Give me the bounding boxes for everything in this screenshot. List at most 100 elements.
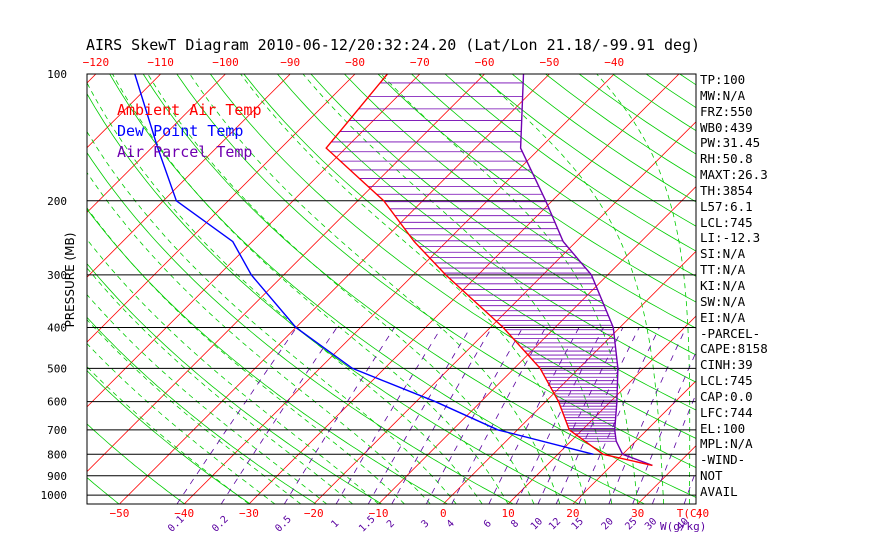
isotherm-line xyxy=(87,74,485,473)
dry-adiabat-line xyxy=(87,152,514,504)
sounding-param: FRZ:550 xyxy=(700,103,753,119)
sounding-param: MW:N/A xyxy=(700,87,746,103)
top-temp-tick-label: −50 xyxy=(539,56,559,69)
moist-adiabat-line xyxy=(189,74,561,504)
pressure-tick-label: 900 xyxy=(47,470,67,483)
bottom-temp-tick-label: −10 xyxy=(369,507,389,520)
moist-adiabat-line xyxy=(87,343,276,504)
sounding-param: LFC:744 xyxy=(700,404,753,420)
sounding-param: WB0:439 xyxy=(700,119,753,135)
mixing-ratio-line xyxy=(608,327,687,504)
sounding-param: CINH:39 xyxy=(700,357,753,373)
moist-adiabat-line xyxy=(87,238,379,504)
isotherm-line xyxy=(87,74,291,278)
sounding-param: KI:N/A xyxy=(700,277,746,293)
top-temp-tick-label: −70 xyxy=(410,56,430,69)
sounding-param: -PARCEL- xyxy=(700,325,761,341)
sounding-param: EL:100 xyxy=(700,420,746,436)
moist-adiabat-line xyxy=(87,131,457,504)
plot-frame xyxy=(86,73,697,505)
isotherm-line xyxy=(119,74,550,504)
pressure-tick-label: 400 xyxy=(47,322,67,335)
pressure-tick-label: 200 xyxy=(47,195,67,208)
sounding-param: MPL:N/A xyxy=(700,436,753,452)
pressure-tick-label: 300 xyxy=(47,269,67,282)
top-temp-tick-label: −120 xyxy=(83,56,110,69)
moist-adiabat-line xyxy=(302,74,613,504)
mixing-ratio-line xyxy=(425,327,524,504)
dry-adiabat-line xyxy=(176,74,696,469)
mixing-ratio-line xyxy=(632,351,696,504)
mixing-ratio-tick-label: 2 xyxy=(385,518,397,530)
dry-adiabat-line xyxy=(87,93,580,504)
bottom-temp-tick-label: −20 xyxy=(304,507,324,520)
dry-adiabat-line xyxy=(511,74,696,203)
dry-adiabat-line xyxy=(87,370,251,504)
isotherm-line xyxy=(87,74,97,84)
mixing-ratio-line xyxy=(537,327,624,504)
dry-adiabat-line xyxy=(87,423,185,504)
isotherm-line xyxy=(313,121,696,504)
legend-air-parcel-temp: Air Parcel Temp xyxy=(117,143,253,161)
chart-title: AIRS SkewT Diagram 2010-06-12/20:32:24.2… xyxy=(86,36,701,54)
sounding-param: CAPE:8158 xyxy=(700,341,768,357)
mixing-ratio-line xyxy=(488,327,580,504)
y-axis-label: PRESSURE (MB) xyxy=(63,232,77,328)
sounding-param: NOT xyxy=(700,468,723,484)
mixing-ratio-tick-label: 20 xyxy=(600,516,616,532)
dry-adiabat-line xyxy=(344,74,696,329)
bottom-temp-tick-label: 10 xyxy=(501,507,514,520)
sounding-param: CAP:0.0 xyxy=(700,388,753,404)
mixing-ratio-tick-label: 8 xyxy=(509,518,521,530)
mixing-ratio-line xyxy=(220,327,338,504)
dry-adiabat-line xyxy=(277,74,696,383)
mixing-ratio-line xyxy=(391,327,493,504)
bottom-temp-tick-label: −30 xyxy=(239,507,259,520)
moist-adiabat-line xyxy=(147,74,535,504)
moist-adiabat-line xyxy=(87,207,405,504)
x-axis-unit-label: T(C) xyxy=(677,507,704,520)
top-temp-tick-label: −110 xyxy=(147,56,174,69)
dry-adiabat-line xyxy=(377,74,696,303)
isotherm-line xyxy=(87,74,226,214)
sounding-param: LCL:745 xyxy=(700,373,753,389)
bottom-temp-tick-label: −50 xyxy=(109,507,129,520)
dry-adiabat-line xyxy=(411,74,696,277)
mixing-ratio-line xyxy=(283,327,395,504)
pressure-tick-label: 500 xyxy=(47,362,67,375)
mixing-ratio-tick-label: 4 xyxy=(445,518,457,530)
sounding-param: TT:N/A xyxy=(700,262,746,278)
mixing-ratio-line xyxy=(367,327,471,504)
dry-adiabat-line xyxy=(109,74,645,504)
isotherm-line xyxy=(87,74,161,149)
isotherm-line xyxy=(0,74,31,504)
ambient-air-temp-line xyxy=(325,74,653,467)
sounding-param: SI:N/A xyxy=(700,246,746,262)
bottom-temp-tick-label: 0 xyxy=(440,507,447,520)
isotherm-line xyxy=(443,250,696,504)
pressure-tick-label: 600 xyxy=(47,396,67,409)
sounding-param: TH:3854 xyxy=(700,182,753,198)
dry-adiabat-line xyxy=(310,74,696,356)
sounding-parameters-list: TP:100 MW:N/A FRZ:550 WB0:439 PW:31.45 RH:50.… xyxy=(700,72,768,500)
pressure-tick-label: 700 xyxy=(47,424,67,437)
pressure-tick-label: 800 xyxy=(47,448,67,461)
top-temp-tick-label: −60 xyxy=(475,56,495,69)
top-temp-tick-label: −90 xyxy=(280,56,300,69)
moist-adiabat-line xyxy=(87,82,483,504)
mixing-ratio-tick-label: 10 xyxy=(529,516,545,532)
isotherm-line xyxy=(183,74,615,504)
dry-adiabat-line xyxy=(444,74,696,252)
moist-adiabat-line xyxy=(479,74,664,504)
mixing-ratio-tick-label: 30 xyxy=(643,516,659,532)
top-temp-tick-label: −40 xyxy=(604,56,624,69)
isotherm-line xyxy=(248,74,680,504)
bottom-temp-tick-label: −40 xyxy=(174,507,194,520)
pressure-tick-label: 1000 xyxy=(41,489,68,502)
dry-adiabat-line xyxy=(0,74,53,504)
top-temp-tick-label: −100 xyxy=(212,56,239,69)
mixing-ratio-tick-label: 3 xyxy=(419,518,431,530)
dry-adiabat-line xyxy=(87,316,317,504)
sounding-param: L57:6.1 xyxy=(700,198,753,214)
